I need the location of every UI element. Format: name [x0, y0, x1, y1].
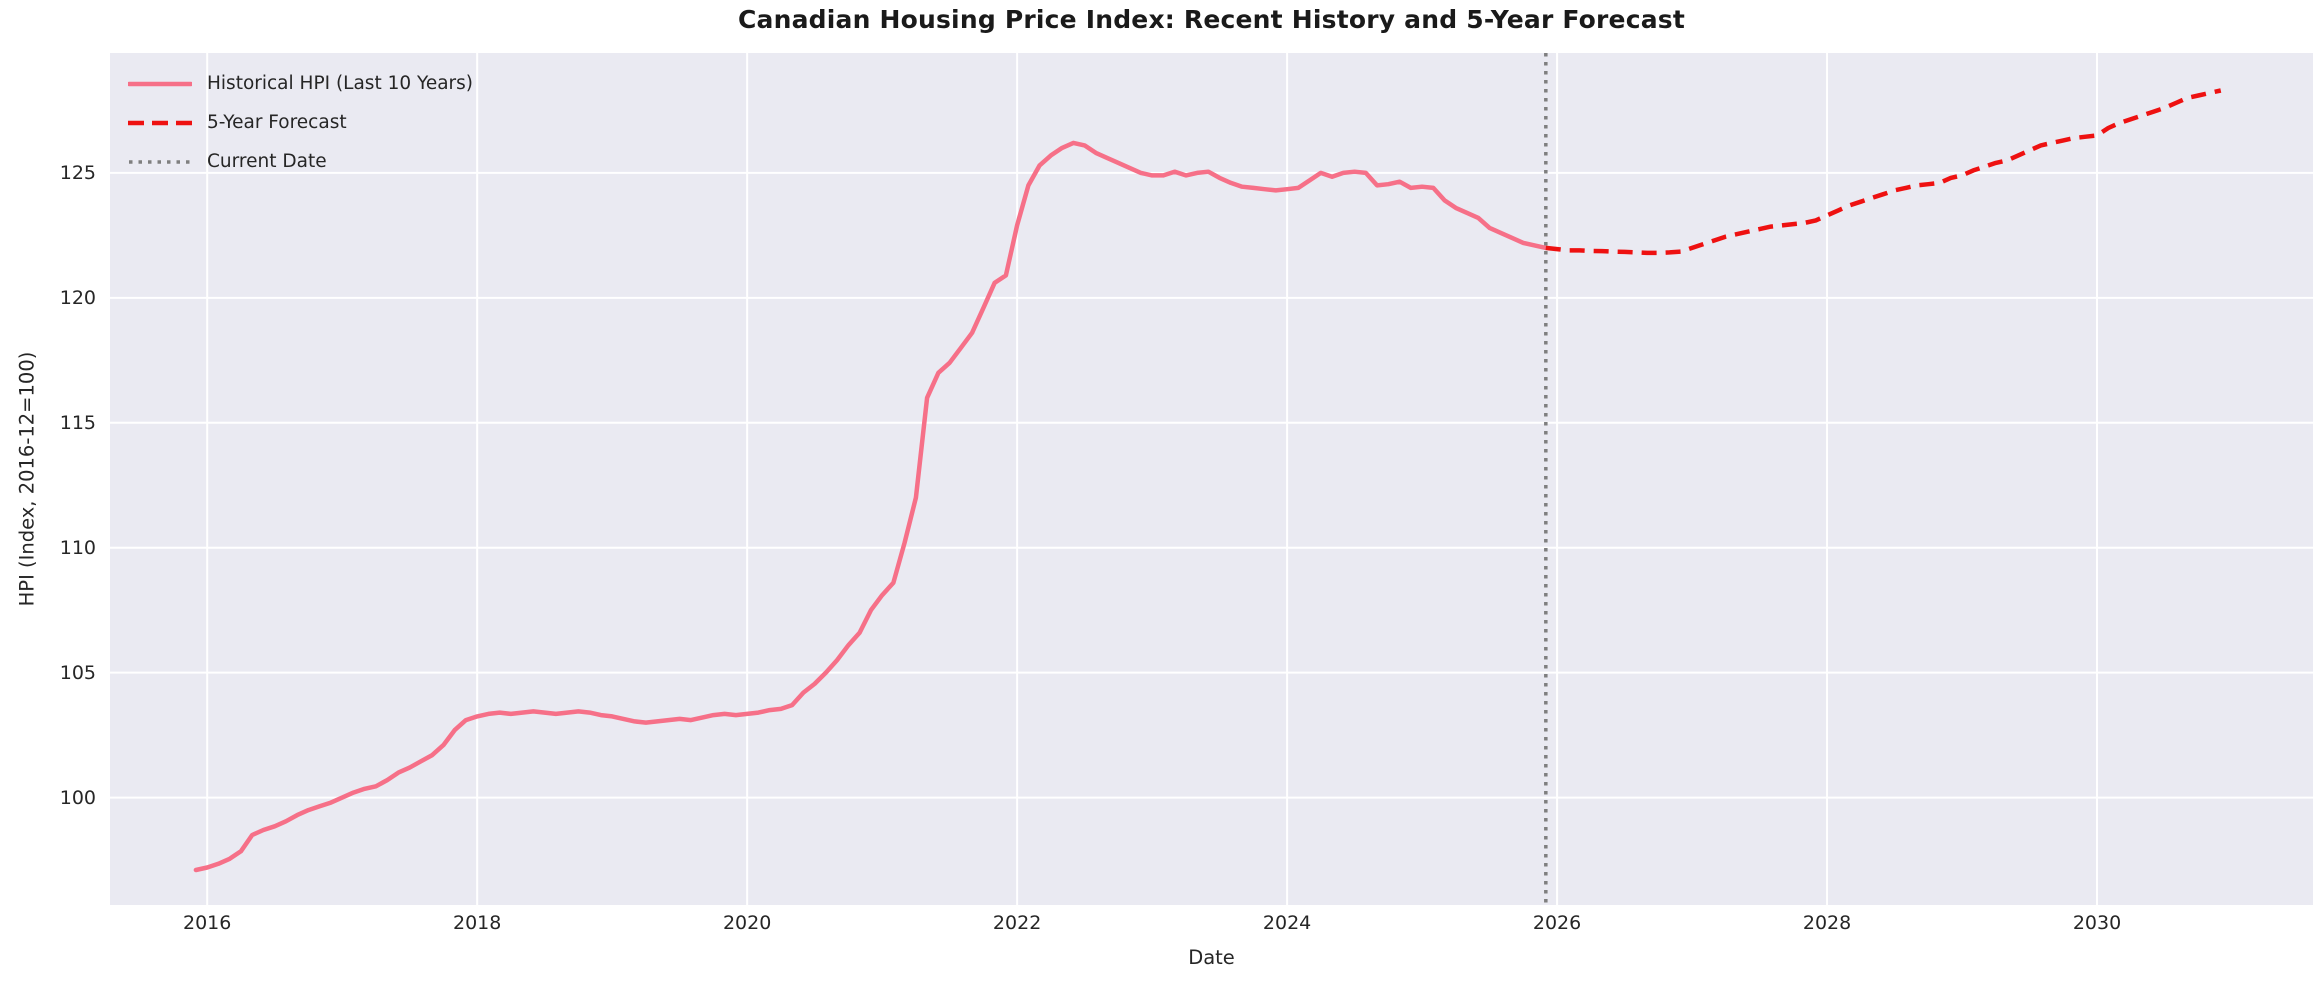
x-tick-label: 2028 — [1802, 912, 1852, 934]
legend-label-forecast: 5-Year Forecast — [207, 112, 347, 133]
legend-item-forecast: 5-Year Forecast — [128, 103, 473, 142]
y-tick-label: 105 — [59, 661, 96, 684]
y-tick-label: 120 — [59, 286, 96, 309]
legend-item-historical: Historical HPI (Last 10 Years) — [128, 64, 473, 103]
plot-area: Historical HPI (Last 10 Years) 5-Year Fo… — [110, 53, 2313, 905]
series-line-1 — [1545, 88, 2222, 256]
legend-label-historical: Historical HPI (Last 10 Years) — [207, 73, 474, 94]
x-tick-label: 2030 — [2072, 912, 2122, 934]
chart-title: Canadian Housing Price Index: Recent His… — [737, 5, 1686, 34]
historical-line-icon — [128, 81, 192, 86]
x-tick-label: 2016 — [183, 912, 232, 934]
legend: Historical HPI (Last 10 Years) 5-Year Fo… — [128, 64, 473, 181]
forecast-dashed-line-icon — [128, 120, 192, 125]
y-tick-label: 100 — [59, 786, 96, 809]
y-axis-label: HPI (Index, 2016-12=100) — [15, 351, 39, 607]
y-tick-label: 110 — [59, 536, 96, 559]
current-date-dotted-line-icon — [129, 159, 192, 164]
x-tick-label: 2022 — [992, 912, 1042, 934]
y-tick-label: 125 — [59, 161, 96, 184]
y-tick-label: 115 — [59, 411, 96, 434]
x-tick-label: 2018 — [452, 912, 502, 934]
x-tick-label: 2024 — [1262, 912, 1312, 934]
legend-item-current-date: Current Date — [128, 142, 473, 181]
x-axis-label: Date — [1188, 946, 1235, 969]
x-tick-label: 2020 — [722, 912, 772, 934]
legend-label-current-date: Current Date — [207, 151, 327, 172]
series-line-0 — [193, 140, 1549, 873]
chart-canvas — [110, 53, 2313, 905]
x-tick-label: 2026 — [1532, 912, 1582, 934]
